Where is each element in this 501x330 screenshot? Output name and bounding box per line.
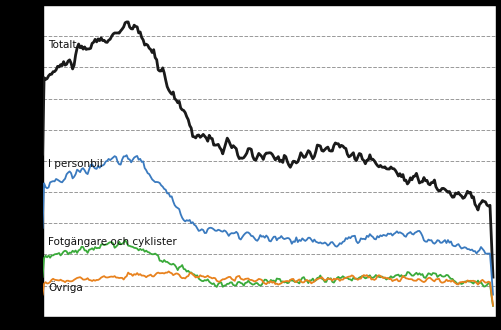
Text: Övriga: Övriga — [48, 281, 83, 293]
Text: I personbil: I personbil — [48, 159, 103, 169]
Text: Totalt: Totalt — [48, 41, 77, 50]
Text: Fotgängare och cyklister: Fotgängare och cyklister — [48, 237, 177, 247]
